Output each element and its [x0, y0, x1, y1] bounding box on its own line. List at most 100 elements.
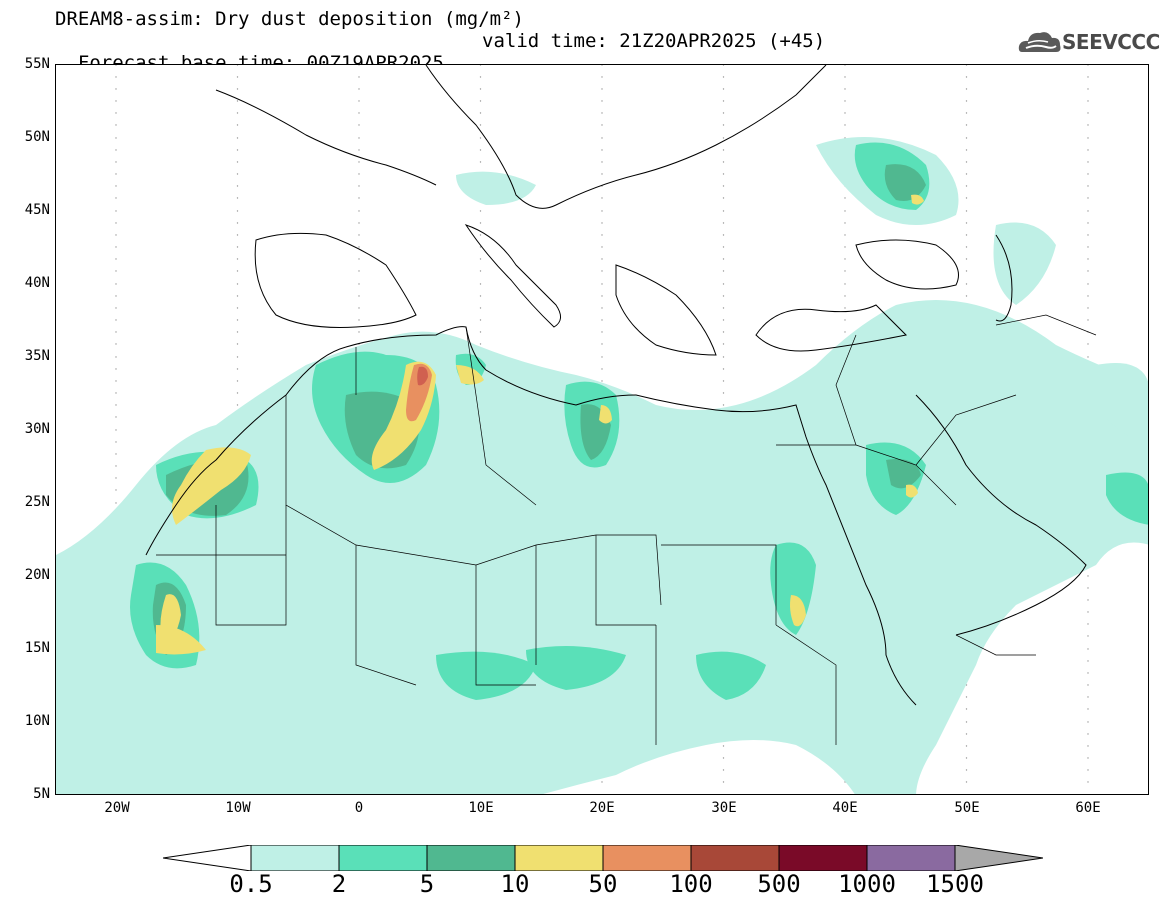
- grid-dot: [965, 295, 968, 297]
- grid-dot: [1087, 185, 1089, 187]
- grid-dot: [844, 295, 846, 297]
- grid-dot: [236, 185, 239, 187]
- grid-dot: [601, 210, 603, 212]
- grid-dot: [1087, 343, 1089, 345]
- grid-dot: [358, 197, 360, 199]
- grid-dot: [965, 222, 968, 224]
- grid-dot: [358, 295, 360, 297]
- grid-dot: [601, 222, 603, 224]
- grid-dot: [722, 368, 725, 370]
- grid-dot: [236, 295, 239, 297]
- lon-label: 10E: [468, 800, 494, 816]
- grid-dot: [115, 489, 117, 491]
- colorbar-label: 2: [331, 870, 347, 898]
- map-title: DREAM8-assim: Dry dust deposition (mg/m²…: [55, 8, 524, 30]
- grid-dot: [722, 319, 725, 321]
- grid-dot: [236, 88, 239, 90]
- grid-dot: [115, 100, 117, 102]
- grid-dot: [1087, 197, 1089, 199]
- lat-label: 5N: [33, 786, 50, 802]
- lat-label: 10N: [24, 713, 50, 729]
- grid-dot: [358, 100, 360, 102]
- grid-dot: [115, 295, 117, 297]
- grid-dot: [601, 137, 603, 139]
- colorbar-label: 1000: [838, 870, 896, 898]
- grid-dot: [479, 76, 482, 78]
- dust-map: [55, 64, 1149, 795]
- grid-dot: [236, 343, 239, 345]
- grid-dot: [844, 331, 846, 333]
- colorbar-label: 10: [500, 870, 530, 898]
- grid-dot: [1087, 356, 1089, 358]
- grid-dot: [965, 283, 968, 285]
- grid-dot: [965, 696, 968, 698]
- grid-dot: [115, 465, 117, 467]
- grid-dot: [601, 295, 603, 297]
- colorbar-label: 100: [669, 870, 713, 898]
- grid-dot: [479, 246, 482, 248]
- grid-dot: [1087, 696, 1089, 698]
- grid-dot: [844, 794, 845, 795]
- grid-dot: [115, 124, 117, 126]
- country-borders: [156, 314, 1097, 745]
- colorbar-label: 5: [419, 870, 435, 898]
- grid-dot: [358, 65, 360, 66]
- grid-dot: [722, 331, 725, 333]
- colorbar-box: [338, 845, 428, 871]
- grid-dot: [236, 368, 239, 370]
- grid-dot: [1087, 635, 1089, 637]
- grid-dot: [1087, 137, 1089, 139]
- grid-dot: [1087, 781, 1089, 783]
- colorbar-label: 50: [588, 870, 618, 898]
- grid-dot: [722, 100, 725, 102]
- lat-label: 20N: [24, 567, 50, 583]
- grid-dot: [601, 368, 603, 370]
- grid-dot: [236, 283, 239, 285]
- grid-dot: [601, 234, 603, 236]
- grid-dot: [965, 112, 968, 114]
- grid-dot: [722, 283, 725, 285]
- grid-dot: [601, 88, 603, 90]
- grid-dot: [1087, 100, 1089, 102]
- grid-dot: [115, 392, 117, 394]
- grid-dot: [601, 343, 603, 345]
- grid-dot: [844, 307, 846, 309]
- grid-dot: [1087, 295, 1089, 297]
- grid-dot: [601, 76, 603, 78]
- grid-dot: [844, 210, 846, 212]
- grid-dot: [1087, 246, 1089, 248]
- grid-dot: [479, 234, 482, 236]
- grid-dot: [115, 502, 117, 504]
- grid-dot: [601, 356, 603, 358]
- grid-dot: [844, 258, 846, 260]
- grid-dot: [358, 161, 360, 163]
- grid-dot: [1087, 234, 1089, 236]
- grid-dot: [844, 234, 846, 236]
- grid-dot: [115, 283, 117, 285]
- grid-dot: [722, 404, 725, 406]
- grid-dot: [236, 197, 239, 199]
- grid-dot: [115, 331, 117, 333]
- grid-dot: [236, 222, 239, 224]
- grid-dot: [236, 246, 239, 248]
- grid-dot: [965, 234, 968, 236]
- grid-dot: [965, 745, 968, 747]
- grid-dot: [236, 380, 239, 382]
- grid-dot: [601, 283, 603, 285]
- grid-dot: [479, 258, 482, 260]
- valid-time: valid time: 21Z20APR2025 (+45): [482, 30, 826, 52]
- grid-dot: [722, 270, 725, 272]
- lat-label: 50N: [24, 129, 50, 145]
- grid-dot: [722, 88, 725, 90]
- grid-dot: [236, 307, 239, 309]
- grid-dot: [601, 319, 603, 321]
- grid-dot: [480, 794, 481, 795]
- grid-dot: [601, 173, 603, 175]
- grid-dot: [1087, 757, 1089, 759]
- colorbar-label: 1500: [926, 870, 984, 898]
- colorbar-label: 0.5: [229, 870, 273, 898]
- grid-dot: [1087, 173, 1089, 175]
- grid-dot: [236, 234, 239, 236]
- grid-dot: [358, 319, 360, 321]
- grid-dot: [115, 429, 117, 431]
